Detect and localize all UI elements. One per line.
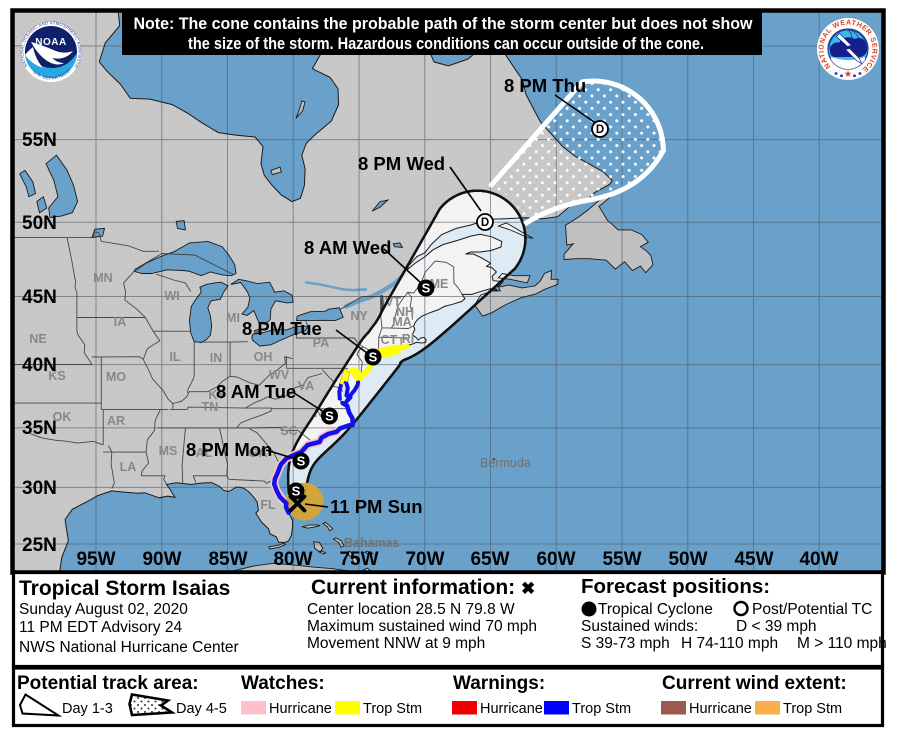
svg-text:D: D <box>596 124 604 136</box>
svg-text:WV: WV <box>269 368 290 382</box>
svg-text:VA: VA <box>298 379 314 393</box>
svg-text:S: S <box>422 281 431 296</box>
svg-text:Movement NNW at 9 mph: Movement NNW at 9 mph <box>307 635 485 652</box>
svg-text:8 PM Tue: 8 PM Tue <box>242 318 322 339</box>
svg-text:IA: IA <box>114 315 127 329</box>
svg-text:CT: CT <box>381 333 398 347</box>
svg-text:NWS National Hurricane Center: NWS National Hurricane Center <box>19 639 239 656</box>
svg-text:MO: MO <box>106 370 126 384</box>
svg-text:S: S <box>369 350 378 365</box>
svg-text:S 39-73 mph: S 39-73 mph <box>581 635 670 652</box>
svg-text:Bermuda: Bermuda <box>480 456 531 470</box>
svg-text:70W: 70W <box>405 549 444 570</box>
svg-text:75W: 75W <box>339 549 378 570</box>
svg-text:Hurricane: Hurricane <box>269 701 332 717</box>
svg-text:90W: 90W <box>142 549 181 570</box>
svg-text:KS: KS <box>48 369 65 383</box>
svg-text:Tropical Cyclone: Tropical Cyclone <box>598 601 713 618</box>
svg-text:WI: WI <box>164 289 179 303</box>
svg-text:8 AM Wed: 8 AM Wed <box>304 237 391 258</box>
svg-text:OH: OH <box>254 350 273 364</box>
svg-text:Current wind extent:: Current wind extent: <box>662 673 847 694</box>
svg-text:LA: LA <box>120 460 137 474</box>
svg-text:60W: 60W <box>536 549 575 570</box>
svg-text:8 PM Thu: 8 PM Thu <box>504 75 586 96</box>
svg-text:Sunday August 02, 2020: Sunday August 02, 2020 <box>19 601 188 618</box>
svg-text:8 PM Wed: 8 PM Wed <box>358 153 445 174</box>
svg-text:30N: 30N <box>22 478 57 499</box>
svg-text:the size of the storm. Hazardo: the size of the storm. Hazardous conditi… <box>188 35 704 53</box>
svg-text:NE: NE <box>29 332 46 346</box>
svg-text:D < 39 mph: D < 39 mph <box>736 618 817 635</box>
svg-text:25N: 25N <box>22 535 57 556</box>
svg-text:Center location 28.5 N 79.8 W: Center location 28.5 N 79.8 W <box>307 601 515 618</box>
svg-text:11 PM Sun: 11 PM Sun <box>330 496 423 517</box>
svg-text:S: S <box>325 409 334 424</box>
svg-text:M > 110 mph: M > 110 mph <box>797 635 887 652</box>
svg-text:KY: KY <box>208 388 226 402</box>
svg-text:8 AM Tue: 8 AM Tue <box>216 381 296 402</box>
svg-text:Hurricane: Hurricane <box>480 701 543 717</box>
svg-text:Bahamas: Bahamas <box>344 536 400 550</box>
svg-text:80W: 80W <box>273 549 312 570</box>
svg-text:H 74-110 mph: H 74-110 mph <box>681 635 778 652</box>
svg-text:MN: MN <box>93 271 112 285</box>
svg-text:S: S <box>297 454 306 469</box>
svg-text:Current information: ✖: Current information: ✖ <box>311 576 535 599</box>
svg-text:Maximum sustained wind 70 mph: Maximum sustained wind 70 mph <box>307 618 537 635</box>
svg-text:IN: IN <box>210 351 223 365</box>
svg-text:40W: 40W <box>799 549 838 570</box>
svg-text:Trop Stm: Trop Stm <box>572 701 631 717</box>
svg-text:Tropical Storm Isaias: Tropical Storm Isaias <box>19 577 230 600</box>
svg-text:45N: 45N <box>22 287 57 308</box>
svg-text:55W: 55W <box>602 549 641 570</box>
svg-text:GA: GA <box>249 446 268 460</box>
svg-text:Forecast positions:: Forecast positions: <box>581 575 770 598</box>
svg-text:55N: 55N <box>22 130 57 151</box>
svg-text:RI: RI <box>402 332 415 346</box>
svg-text:Warnings:: Warnings: <box>453 673 545 694</box>
svg-text:11 PM EDT Advisory 24: 11 PM EDT Advisory 24 <box>19 619 182 636</box>
svg-text:MI: MI <box>226 311 240 325</box>
svg-text:50W: 50W <box>668 549 707 570</box>
svg-text:Sustained winds:: Sustained winds: <box>581 618 698 635</box>
svg-text:85W: 85W <box>208 549 247 570</box>
svg-text:8 PM Mon: 8 PM Mon <box>186 439 272 460</box>
svg-text:40N: 40N <box>22 355 57 376</box>
svg-text:65W: 65W <box>470 549 509 570</box>
svg-text:NOAA: NOAA <box>35 37 66 48</box>
svg-text:D: D <box>481 217 489 229</box>
svg-text:TN: TN <box>202 400 219 414</box>
svg-text:AR: AR <box>107 414 125 428</box>
svg-text:S: S <box>292 484 301 499</box>
svg-text:45W: 45W <box>734 549 773 570</box>
svg-text:Trop Stm: Trop Stm <box>783 701 842 717</box>
svg-text:SC: SC <box>280 424 297 438</box>
svg-text:PA: PA <box>313 336 329 350</box>
svg-text:MA: MA <box>392 315 411 329</box>
svg-text:50N: 50N <box>22 213 57 234</box>
svg-text:Note: The cone contains the pr: Note: The cone contains the probable pat… <box>134 15 753 33</box>
svg-text:NY: NY <box>350 309 368 323</box>
svg-text:Hurricane: Hurricane <box>689 701 752 717</box>
svg-text:FL: FL <box>260 498 276 512</box>
svg-text:35N: 35N <box>22 418 57 439</box>
svg-text:Day 1-3: Day 1-3 <box>62 701 113 717</box>
svg-text:AL: AL <box>196 446 213 460</box>
svg-text:95W: 95W <box>76 549 115 570</box>
svg-text:Watches:: Watches: <box>241 673 325 694</box>
svg-text:NH: NH <box>396 305 414 319</box>
svg-text:Trop Stm: Trop Stm <box>363 701 422 717</box>
svg-text:Potential track area:: Potential track area: <box>17 673 199 694</box>
svg-text:★: ★ <box>844 69 853 80</box>
svg-text:MS: MS <box>159 444 178 458</box>
svg-text:IL: IL <box>169 350 180 364</box>
svg-text:Day 4-5: Day 4-5 <box>176 701 227 717</box>
svg-text:OK: OK <box>53 410 72 424</box>
svg-text:Post/Potential TC: Post/Potential TC <box>752 601 872 618</box>
